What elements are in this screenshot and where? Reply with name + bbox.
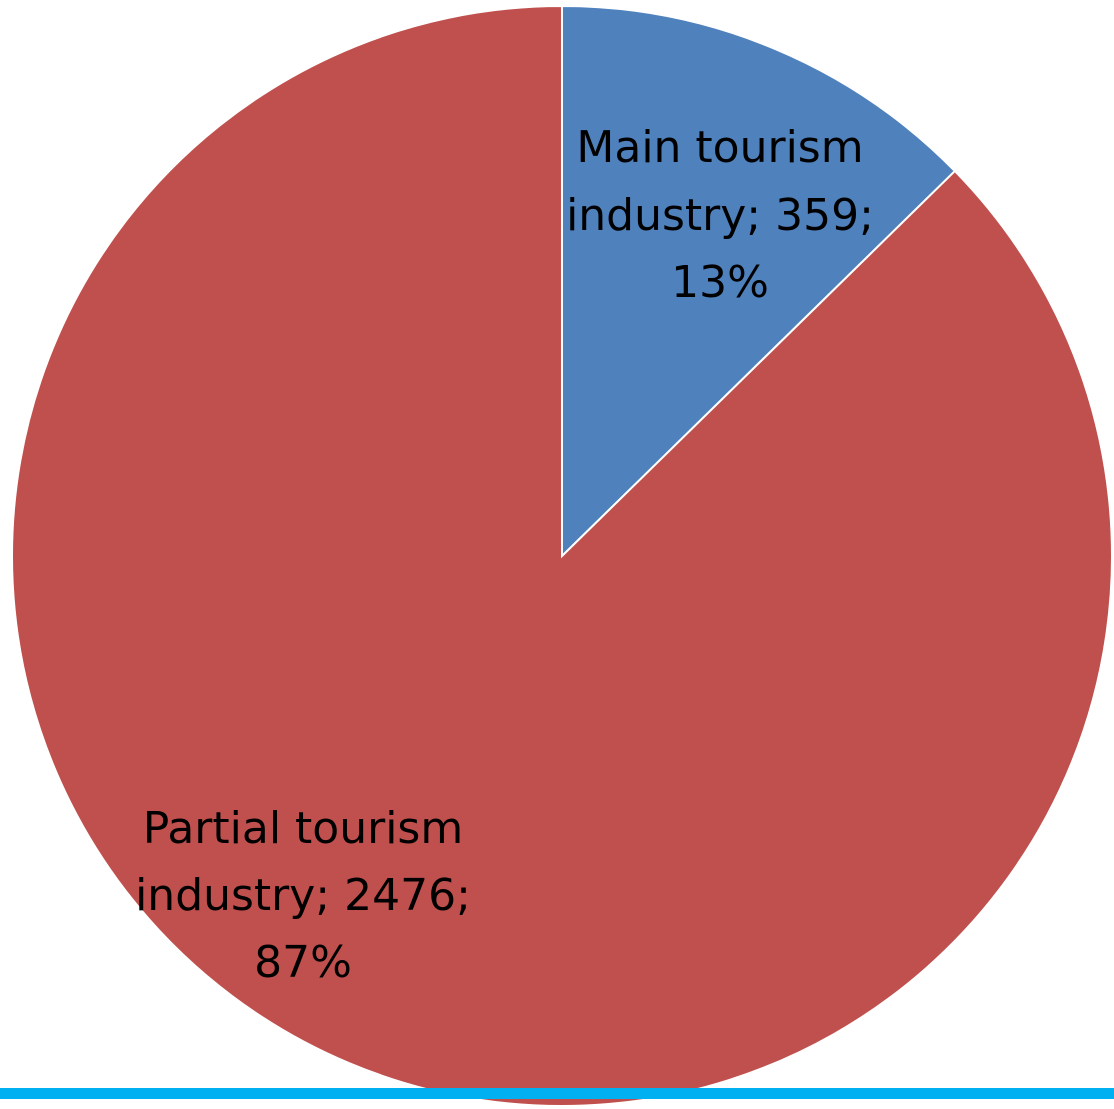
slice-label-main-line-2: industry; 359; [566,190,874,241]
bottom-accent-rule [0,1088,1114,1099]
pie-labels: Main tourism industry; 359; 13% Partial … [135,122,874,988]
slice-label-main-line-3: 13% [671,257,769,308]
slice-label-partial-line-3: 87% [254,937,352,988]
pie-slices [11,4,1113,1107]
slice-label-main-line-1: Main tourism [576,122,863,173]
slice-label-partial-line-2: industry; 2476; [135,870,471,921]
pie-slice-partial-tourism [11,4,1113,1107]
pie-slice-main-tourism [561,4,957,559]
slice-label-partial-line-1: Partial tourism [143,803,463,854]
